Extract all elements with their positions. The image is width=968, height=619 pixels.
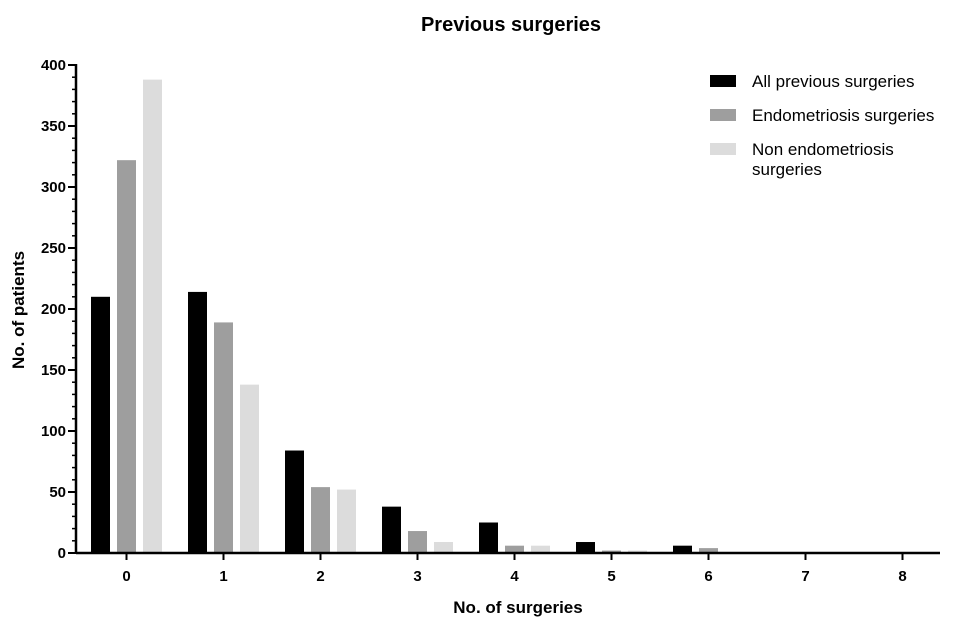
- bar: [188, 291, 207, 553]
- x-tick-label: 5: [607, 568, 615, 585]
- x-axis-ticks: 0 1 2 3 4 5 6 7 8: [122, 553, 907, 585]
- legend-swatch: [710, 109, 736, 121]
- bar: [434, 542, 453, 553]
- bar: [408, 531, 427, 553]
- y-tick-label: 0: [58, 545, 66, 562]
- legend-swatch: [710, 143, 736, 155]
- x-tick-label: 1: [219, 568, 227, 585]
- bars: [91, 79, 718, 553]
- bar: [143, 79, 162, 553]
- bar: [382, 506, 401, 553]
- y-tick-label: 400: [41, 57, 66, 74]
- y-tick-label: 200: [41, 301, 66, 318]
- y-tick-label: 50: [49, 484, 66, 501]
- bar: [214, 322, 233, 553]
- y-axis-ticks: 0 50 100 150 200 250 300 350 400: [41, 57, 76, 562]
- legend-label: All previous surgeries: [752, 72, 915, 91]
- y-tick-label: 350: [41, 118, 66, 135]
- bar: [240, 384, 259, 553]
- x-tick-label: 8: [898, 568, 906, 585]
- x-tick-label: 2: [316, 568, 324, 585]
- bar: [505, 545, 524, 553]
- chart-title: Previous surgeries: [421, 14, 601, 36]
- x-tick-label: 7: [801, 568, 809, 585]
- bar: [673, 545, 692, 553]
- bar: [479, 522, 498, 553]
- bar: [699, 548, 718, 553]
- x-tick-label: 0: [122, 568, 130, 585]
- y-tick-label: 100: [41, 423, 66, 440]
- bar: [531, 545, 550, 553]
- bar: [311, 487, 330, 553]
- x-tick-label: 4: [510, 568, 519, 585]
- x-axis-title: No. of surgeries: [453, 598, 582, 617]
- bar: [337, 489, 356, 553]
- legend-label: Non endometriosis surgeries: [752, 140, 894, 179]
- y-tick-label: 250: [41, 240, 66, 257]
- bar: [117, 160, 136, 553]
- y-tick-label: 150: [41, 362, 66, 379]
- y-tick-label: 300: [41, 179, 66, 196]
- bar: [285, 450, 304, 553]
- y-axis-title: No. of patients: [9, 251, 28, 369]
- x-tick-label: 6: [704, 568, 712, 585]
- bar: [91, 296, 110, 553]
- legend: All previous surgeries Endometriosis surg…: [710, 72, 934, 179]
- bar: [576, 542, 595, 553]
- x-tick-label: 3: [413, 568, 421, 585]
- legend-swatch: [710, 75, 736, 87]
- legend-label: Endometriosis surgeries: [752, 106, 934, 125]
